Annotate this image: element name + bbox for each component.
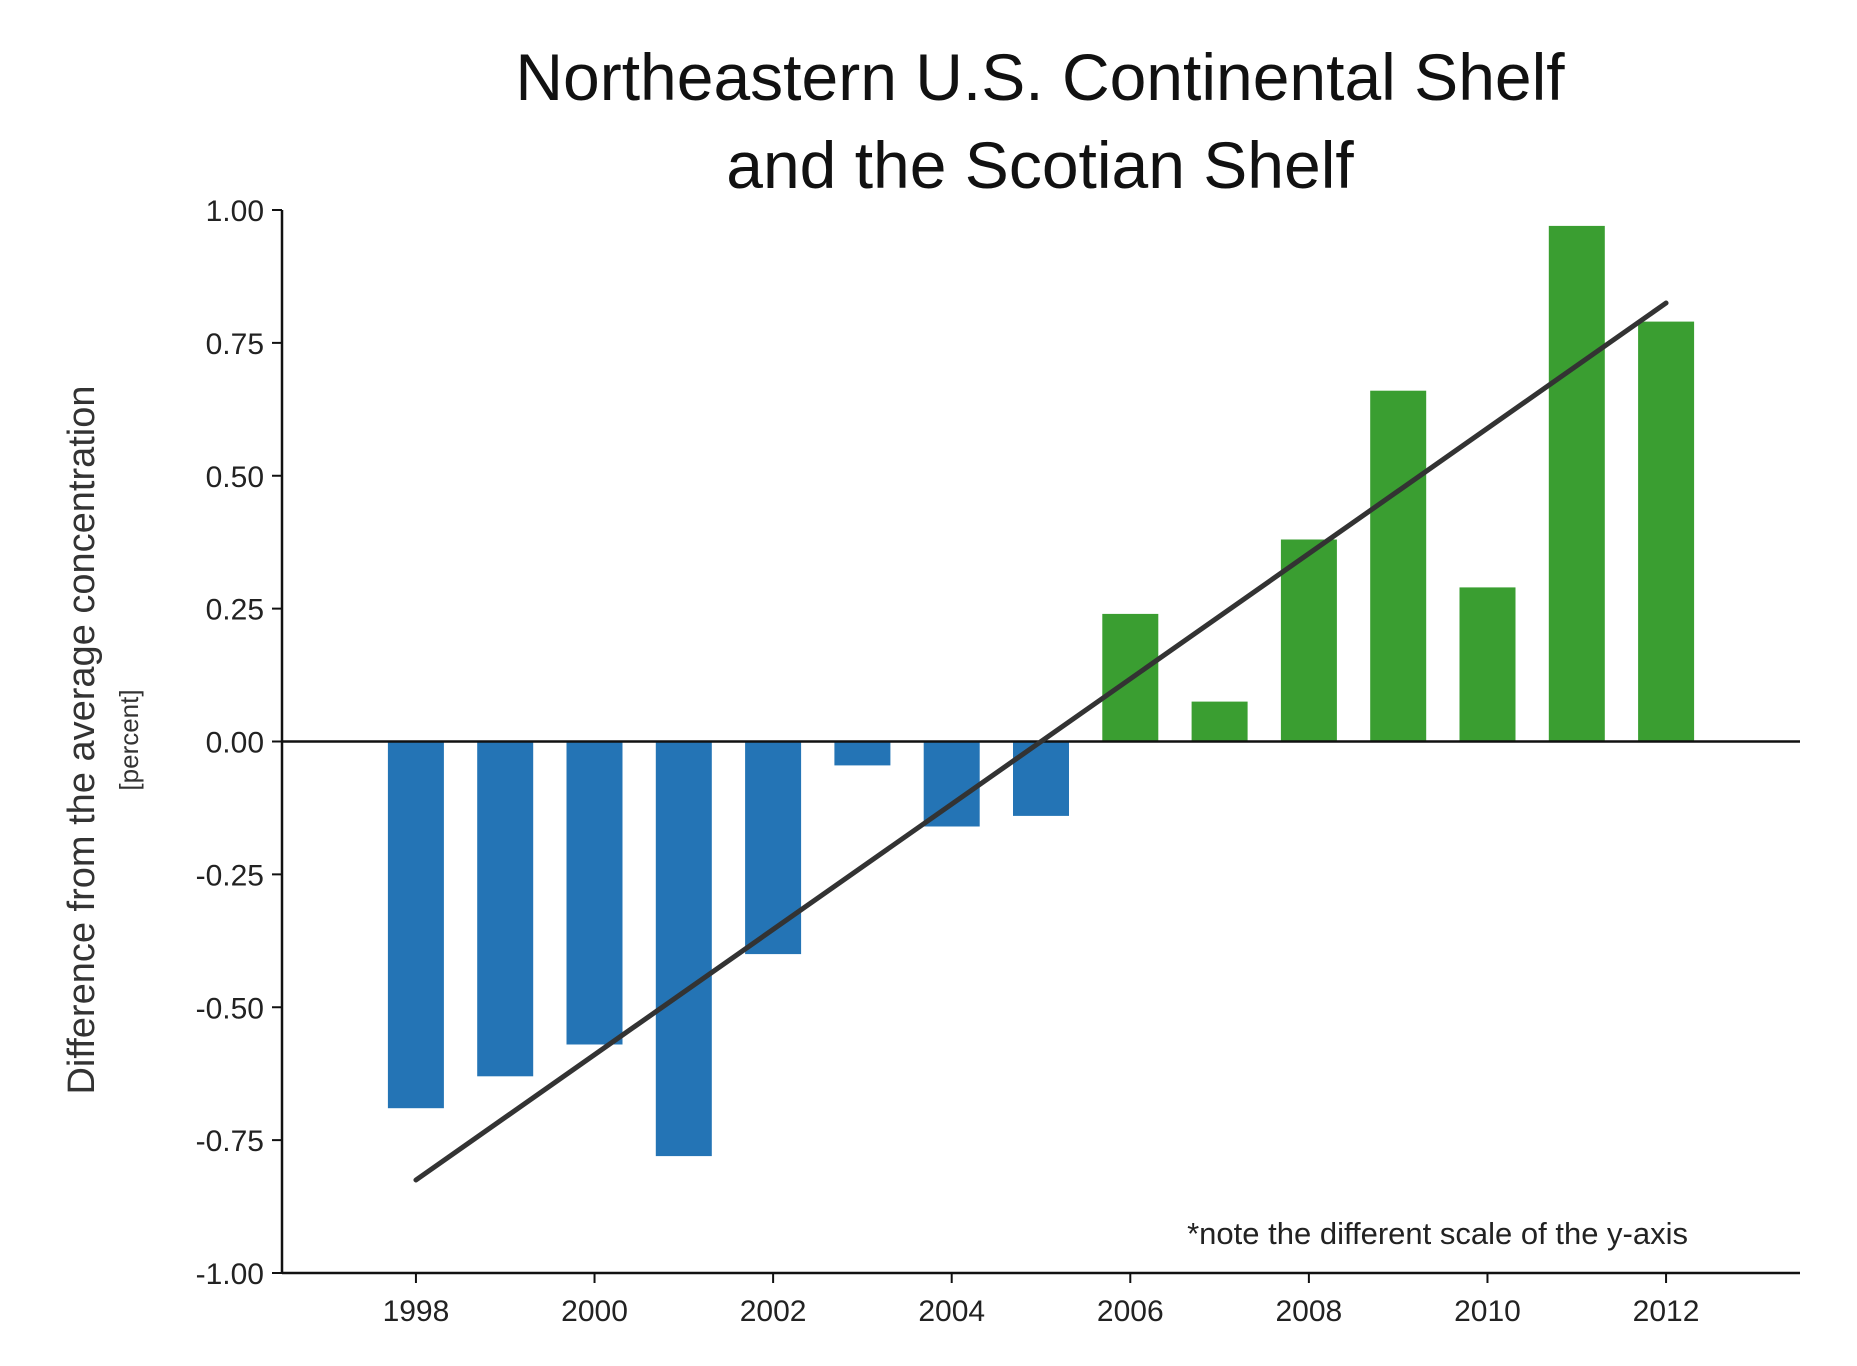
- trend: [413, 300, 1669, 1183]
- y-axis-unit: [percent]: [114, 689, 144, 790]
- bar-1998: [387, 741, 444, 1109]
- chart-title-line-1: Northeastern U.S. Continental Shelf: [515, 40, 1565, 114]
- bar-2011: [1548, 225, 1605, 742]
- y-tick-label: 0.00: [206, 727, 264, 760]
- y-axis-title: Difference from the average concentratio…: [61, 385, 103, 1094]
- x-tick-label: 1998: [383, 1295, 450, 1328]
- x-axis-ticks: 1998 2000 2002 2004 2006 2008 2010 2012: [383, 1273, 1700, 1328]
- y-tick-label: -0.75: [196, 1125, 264, 1158]
- x-tick-label: 2000: [561, 1295, 628, 1328]
- bar-2010: [1459, 587, 1516, 742]
- bar-2012: [1638, 321, 1695, 742]
- bar-2001: [655, 741, 712, 1157]
- x-tick-label: 2008: [1276, 1295, 1343, 1328]
- y-tick-label: 0.25: [206, 594, 264, 627]
- bar-2000: [566, 741, 623, 1045]
- y-tick-label: 0.75: [206, 328, 264, 361]
- bar-2003: [834, 741, 891, 766]
- x-tick-label: 2012: [1633, 1295, 1700, 1328]
- x-tick-label: 2004: [918, 1295, 985, 1328]
- x-tick-label: 2010: [1454, 1295, 1521, 1328]
- y-tick-label: -0.50: [196, 992, 264, 1025]
- trend-line: [413, 300, 1669, 1183]
- y-tick-label: -0.25: [196, 859, 264, 892]
- chart-note: *note the different scale of the y-axis: [1187, 1216, 1688, 1251]
- x-tick-label: 2006: [1097, 1295, 1164, 1328]
- chart-title-line-2: and the Scotian Shelf: [726, 128, 1354, 202]
- y-tick-label: 1.00: [206, 195, 264, 228]
- bar-2004: [923, 741, 980, 827]
- bar-2009: [1370, 390, 1427, 742]
- y-tick-label: 0.50: [206, 461, 264, 494]
- bar-1999: [477, 741, 534, 1077]
- y-tick-label: -1.00: [196, 1258, 264, 1291]
- y-axis-label: Difference from the average concentratio…: [61, 385, 144, 1094]
- x-tick-label: 2002: [740, 1295, 807, 1328]
- bar-2008: [1280, 539, 1337, 742]
- bars: [387, 225, 1695, 1157]
- bar-2007: [1191, 701, 1248, 742]
- y-axis-ticks: 1.00 0.75 0.50 0.25 0.00 -0.25 -0.50 -0.75 -1.00: [196, 195, 282, 1291]
- bar-2002: [745, 741, 802, 955]
